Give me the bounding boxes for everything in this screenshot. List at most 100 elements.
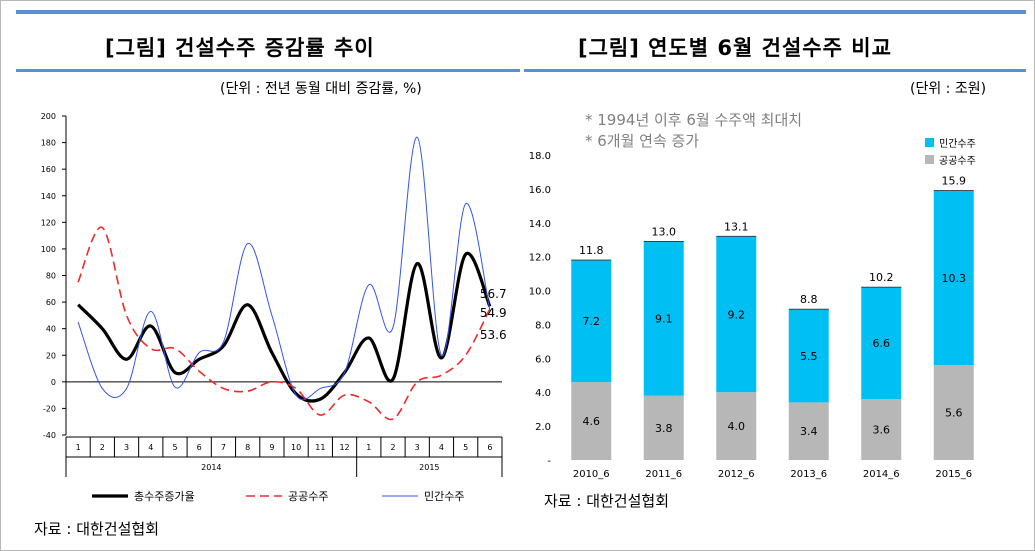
bar-label-private: 10.3 (942, 272, 967, 285)
x-tick-label: 3 (124, 443, 129, 452)
bar-label-private: 5.5 (800, 350, 818, 363)
bar-public (933, 365, 974, 460)
bar-label-public: 3.8 (655, 422, 673, 435)
y-tick-label: 12.0 (529, 253, 551, 264)
bar-label-public: 4.0 (728, 420, 746, 433)
right-chart-title: [그림] 연도별 6월 건설수주 비교 (578, 36, 892, 60)
y-tick-label: - (547, 456, 551, 467)
x-tick-label: 6 (197, 443, 202, 452)
y-tick-label: 120 (41, 218, 56, 227)
year-label: 2015 (419, 463, 439, 472)
y-tick-label: -20 (43, 404, 56, 413)
y-tick-label: 10.0 (529, 287, 551, 298)
x-tick-label: 5 (172, 443, 177, 452)
x-tick-label: 9 (269, 443, 274, 452)
legend-label-total: 총수주증가율 (134, 490, 195, 503)
bar-label-public: 3.6 (873, 424, 891, 437)
bar-total-label: 8.8 (800, 293, 818, 306)
legend-swatch-private (925, 138, 934, 147)
x-tick-label: 7 (221, 443, 226, 452)
y-tick-label: 80 (46, 272, 56, 281)
y-tick-label: 6.0 (535, 354, 551, 365)
top-rule (16, 10, 1026, 14)
y-tick-label: 18.0 (529, 151, 551, 162)
left-source: 자료 : 대한건설협회 (34, 520, 159, 538)
end-value-label: 53.6 (480, 328, 507, 342)
left-title-rule (16, 69, 520, 72)
end-value-label: 54.9 (480, 306, 507, 320)
x-tick-label: 1 (366, 443, 371, 452)
series-line-private (77, 136, 491, 401)
bar-label-public: 3.4 (800, 425, 818, 438)
bar-label-private: 9.1 (655, 313, 673, 326)
x-tick-label: 5 (463, 443, 468, 452)
x-tick-label: 1 (76, 443, 81, 452)
y-tick-label: 2.0 (535, 422, 551, 433)
bar-label-private: 9.2 (728, 308, 746, 321)
x-tick-label: 2 (100, 443, 105, 452)
bar-private (643, 241, 684, 396)
y-tick-label: 140 (41, 192, 56, 201)
bar-total-label: 11.8 (579, 244, 604, 257)
y-tick-label: 180 (41, 139, 56, 148)
y-tick-label: 0 (51, 378, 56, 387)
right-source: 자료 : 대한건설협회 (544, 492, 669, 510)
legend-label-private: 민간수주 (424, 490, 464, 503)
bar-label-private: 6.6 (873, 337, 891, 350)
bar-private (788, 309, 829, 403)
right-title-rule (524, 69, 1026, 72)
x-tick-label: 2011_6 (645, 469, 682, 480)
legend-label-public: 공공수주 (939, 155, 976, 167)
x-tick-label: 11 (315, 443, 325, 452)
bar-private (933, 190, 974, 366)
y-tick-label: 16.0 (529, 185, 551, 196)
legend-swatch-public (925, 155, 934, 164)
left-unit-label: (단위 : 전년 동월 대비 증감률, %) (220, 81, 422, 97)
bar-label-private: 7.2 (583, 315, 601, 328)
x-tick-label: 8 (245, 443, 250, 452)
x-tick-label: 4 (439, 443, 444, 452)
series-line-total (76, 251, 492, 403)
bar-private (861, 287, 902, 399)
y-tick-label: 8.0 (535, 320, 551, 331)
bar-private (571, 260, 612, 383)
bar-public (788, 402, 829, 460)
left-chart-title: [그림] 건설수주 증감률 추이 (105, 36, 375, 60)
bar-total-label: 13.1 (724, 220, 749, 233)
series-line-public (77, 226, 491, 421)
x-tick-label: 2014_6 (863, 469, 900, 480)
bar-total-label: 10.2 (869, 271, 894, 284)
y-tick-label: 60 (46, 298, 56, 307)
chart-note: * 6개월 연속 증가 (585, 132, 699, 150)
bar-public (571, 382, 612, 460)
bar-label-public: 5.6 (945, 407, 963, 420)
y-tick-label: 14.0 (529, 219, 551, 230)
x-tick-label: 2012_6 (718, 469, 755, 480)
x-tick-label: 2015_6 (935, 469, 972, 480)
bar-public (861, 399, 902, 460)
bar-public (643, 395, 684, 460)
bar-total-label: 13.0 (652, 225, 677, 238)
end-value-label: 56.7 (480, 287, 507, 301)
chart-note: * 1994년 이후 6월 수주액 최대치 (585, 111, 802, 129)
bar-public (716, 392, 757, 460)
y-tick-label: 200 (41, 112, 56, 121)
x-tick-label: 12 (339, 443, 349, 452)
legend-label-private: 민간수주 (939, 138, 976, 150)
y-tick-label: 4.0 (535, 388, 551, 399)
bar-total-label: 15.9 (942, 175, 967, 188)
x-tick-label: 2010_6 (573, 469, 610, 480)
bar-chart: - 2.0 4.0 6.0 8.0 10.0 12.0 14.0 16.0 18.0 4.6 7.2 1… (529, 111, 976, 480)
bar-private (716, 236, 757, 393)
y-tick-label: 40 (46, 325, 56, 334)
y-tick-label: 20 (46, 351, 56, 360)
x-tick-label: 2 (390, 443, 395, 452)
legend-label-public: 공공수주 (288, 490, 328, 503)
x-tick-label: 6 (487, 443, 492, 452)
x-tick-label: 3 (415, 443, 420, 452)
y-tick-label: 160 (41, 165, 56, 174)
x-tick-label: 2013_6 (790, 469, 827, 480)
x-tick-label: 4 (148, 443, 153, 452)
right-unit-label: (단위 : 조원) (910, 81, 987, 97)
